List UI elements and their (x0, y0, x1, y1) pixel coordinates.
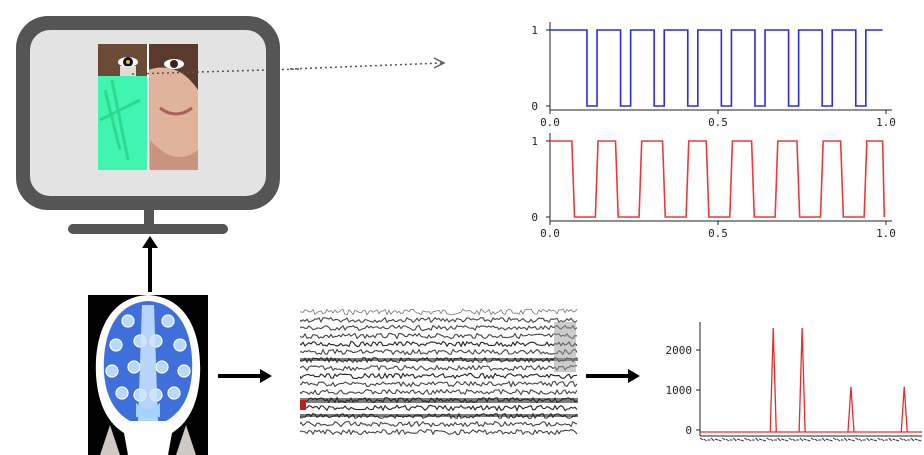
gaze-arrow (290, 57, 446, 70)
x-axis-noise (699, 437, 922, 442)
x-tick-label: 0.5 (708, 116, 728, 126)
y-tick-label: 0 (531, 100, 538, 113)
y-tick-label: 1 (531, 135, 538, 148)
eeg-trace (300, 364, 577, 372)
spectrum-peak (847, 386, 855, 433)
y-tick-label: 2000 (666, 344, 693, 357)
spectrum-peak (900, 386, 908, 433)
y-tick-label: 1000 (666, 384, 693, 397)
series-line (550, 29, 883, 107)
gaze-dotted-line (131, 68, 300, 75)
eeg-trace (300, 372, 578, 380)
arrow-up (142, 236, 158, 292)
spectrum-peak (798, 327, 806, 433)
eeg-cap-icon (88, 295, 208, 455)
arrow-right-2 (586, 369, 640, 383)
x-tick-label: 1.0 (876, 227, 896, 238)
y-tick-label: 0 (531, 211, 538, 224)
eeg-trace (300, 348, 578, 356)
step-chart-blue: 0 1 0.0 0.5 1.0 (531, 22, 896, 126)
eeg-trace (300, 388, 578, 396)
eeg-trace (300, 332, 578, 340)
eeg-marker (300, 400, 306, 410)
x-tick-label: 0.5 (708, 227, 728, 238)
eeg-trace (300, 316, 578, 324)
face-image (98, 44, 198, 170)
series-line (550, 140, 886, 218)
eeg-band (300, 398, 578, 403)
monitor-icon (16, 16, 300, 234)
spectrum-peak (769, 327, 777, 433)
eeg-raw-signal (300, 300, 578, 438)
eeg-trace (300, 380, 578, 388)
eeg-trace (300, 324, 578, 332)
eeg-trace (300, 428, 578, 436)
x-tick-label: 1.0 (876, 116, 896, 126)
eeg-band (300, 358, 578, 361)
eeg-trace (300, 340, 578, 348)
eeg-block (554, 322, 576, 372)
eeg-band (300, 414, 578, 417)
y-tick-label: 0 (685, 424, 692, 437)
x-tick-label: 0.0 (540, 227, 560, 238)
arrow-right-1 (218, 369, 272, 383)
monitor-stand-neck (144, 210, 154, 232)
eeg-trace (300, 420, 578, 428)
x-tick-label: 0.0 (540, 116, 560, 126)
monitor-stand-base (68, 224, 228, 234)
eeg-trace (300, 308, 578, 316)
y-tick-label: 1 (531, 24, 538, 37)
step-chart-red: 0 1 0.0 0.5 1.0 (531, 133, 896, 238)
spectrum-chart: 0 1000 2000 (666, 322, 922, 442)
eeg-trace (300, 404, 578, 412)
